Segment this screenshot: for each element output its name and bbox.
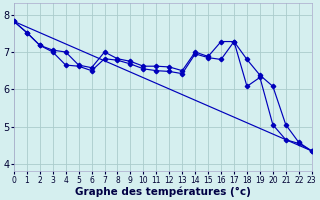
X-axis label: Graphe des températures (°c): Graphe des températures (°c)	[75, 186, 251, 197]
